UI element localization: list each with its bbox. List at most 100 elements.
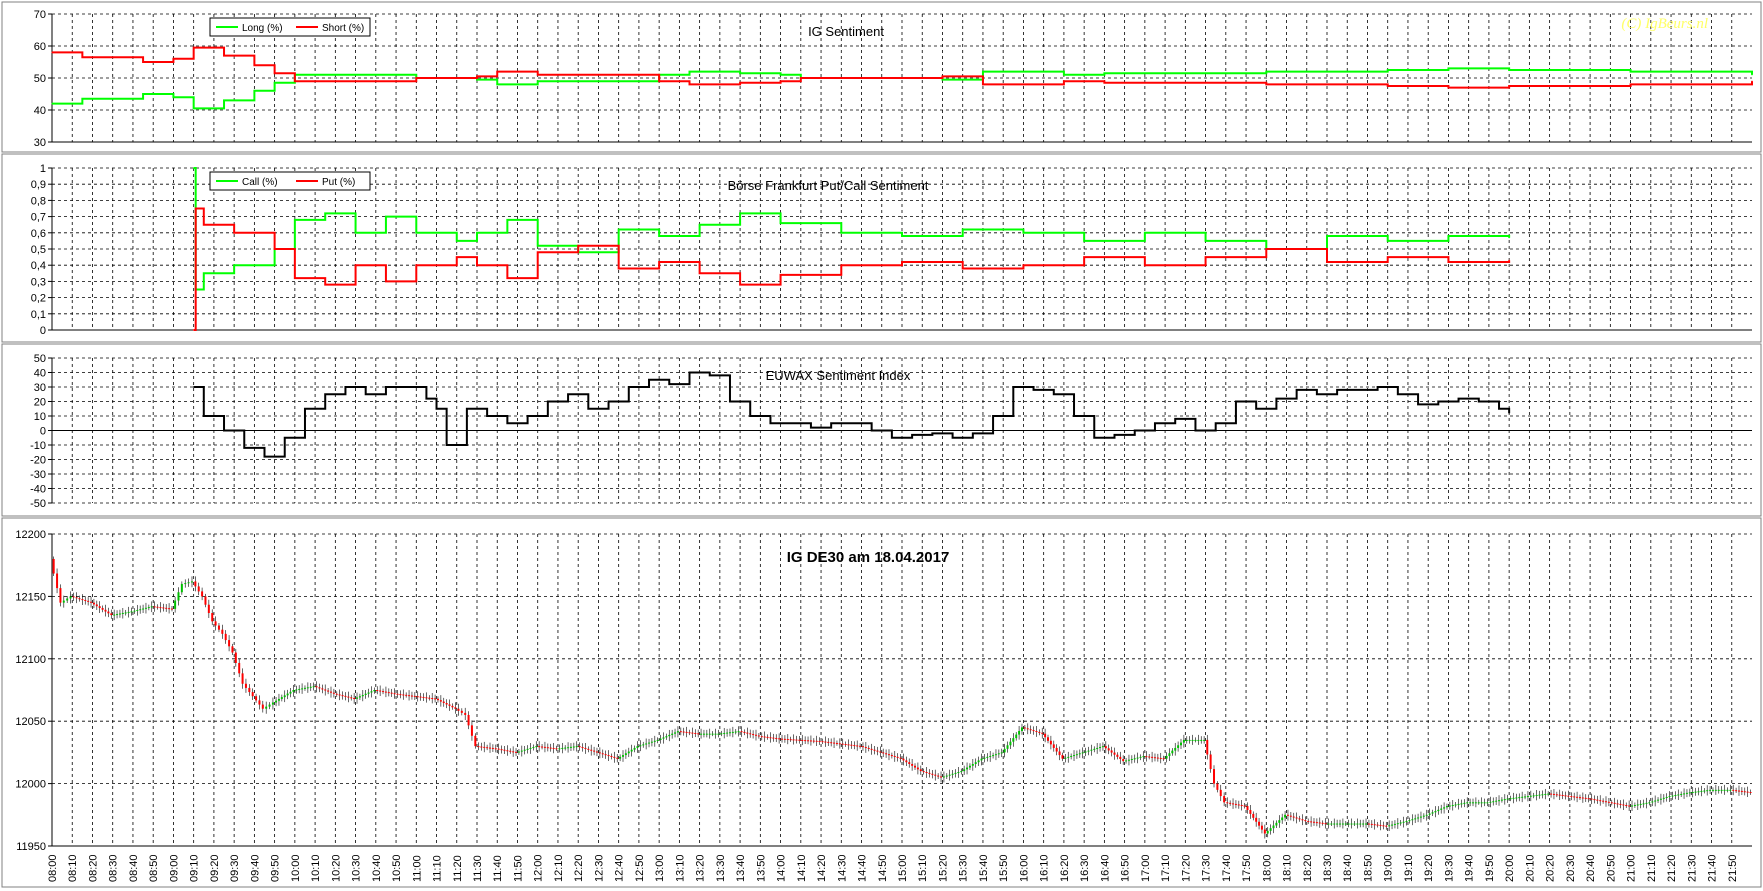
candle-body [1694, 791, 1697, 793]
candle-body [318, 687, 321, 689]
candle-body [306, 687, 309, 689]
data-point [415, 232, 417, 234]
candle-body [214, 621, 217, 626]
candle-body [1101, 746, 1104, 748]
candle-body [1321, 822, 1324, 824]
candle-body [1191, 739, 1194, 741]
data-point [840, 77, 842, 79]
data-point [810, 427, 812, 429]
data-point [1144, 82, 1146, 84]
x-tick-label: 11:40 [492, 855, 504, 882]
candle-body [561, 747, 564, 749]
x-tick-label: 19:10 [1403, 854, 1415, 882]
candle-body [665, 736, 668, 738]
y-tick-label: 60 [34, 41, 46, 53]
data-point [891, 437, 893, 439]
data-point [1387, 85, 1389, 87]
candle-body [1362, 823, 1365, 825]
candle-body [532, 747, 535, 749]
candle-body [142, 608, 145, 610]
data-point [1154, 422, 1156, 424]
candle-body [1194, 739, 1197, 741]
data-point [172, 58, 175, 60]
data-point [1134, 429, 1136, 432]
candle-body [1307, 821, 1310, 823]
candle-body [144, 607, 147, 609]
candle-body [783, 738, 786, 740]
candle-body [62, 600, 65, 603]
candle-body [1680, 793, 1683, 795]
candle-body [934, 774, 937, 776]
data-point [779, 74, 782, 76]
candle-body [255, 696, 258, 701]
candle-body [691, 732, 694, 734]
candle-body [483, 746, 486, 748]
data-point [435, 408, 438, 410]
data-point [850, 422, 853, 424]
candle-body [1393, 823, 1396, 825]
candle-body [1012, 738, 1015, 742]
data-point [1296, 389, 1298, 391]
candle-body [552, 747, 555, 749]
x-tick-label: 10:40 [371, 854, 383, 882]
data-point [982, 83, 984, 85]
candle-body [1391, 824, 1394, 826]
legend: Long (%) Short (%) [209, 17, 371, 37]
data-point [193, 107, 195, 109]
candle-body [1593, 799, 1596, 801]
data-point [951, 437, 954, 439]
candle-body [1544, 793, 1547, 795]
data-point [1103, 72, 1105, 74]
candle-body [1286, 814, 1289, 816]
candle-body [1052, 744, 1055, 748]
candle-body [1610, 802, 1613, 804]
candle-body [879, 751, 882, 753]
candle-body [1483, 802, 1486, 804]
x-tick-label: 16:00 [1018, 854, 1030, 882]
data-point [1093, 437, 1095, 439]
data-point [779, 274, 782, 276]
data-point [385, 216, 387, 218]
candle-body [535, 746, 538, 748]
x-tick-label: 17:00 [1140, 854, 1152, 882]
candle-body [676, 731, 679, 733]
x-tick-label: 16:40 [1099, 854, 1111, 882]
data-point [324, 393, 326, 395]
candle-body [1561, 795, 1564, 797]
candle-body [153, 606, 156, 608]
candle-body [1402, 821, 1405, 823]
candle-body [1654, 800, 1657, 802]
candle-body [1385, 825, 1388, 827]
candle-body [1136, 757, 1139, 759]
candle-body [84, 599, 87, 601]
data-point [1447, 235, 1450, 237]
data-point [962, 267, 964, 270]
candle-body [1249, 809, 1252, 814]
candle-body [705, 733, 708, 735]
data-point [456, 256, 458, 258]
candle-body [1581, 797, 1584, 799]
candle-body [1301, 819, 1304, 821]
candle-body [1688, 792, 1691, 794]
data-point [496, 71, 498, 73]
data-point [1174, 418, 1176, 420]
candle-body [1070, 755, 1073, 757]
candle-body [945, 775, 948, 777]
candle-body [697, 733, 700, 735]
candle-body [1405, 821, 1408, 823]
candle-body [376, 690, 379, 691]
data-point [547, 400, 549, 403]
candle-body [197, 586, 200, 592]
candle-body [1289, 815, 1292, 817]
data-point [193, 386, 195, 388]
candle-body [1275, 822, 1278, 826]
candle-body [951, 773, 954, 775]
candle-body [743, 731, 746, 733]
x-tick-label: 12:10 [553, 854, 565, 882]
candle-body [1703, 790, 1706, 792]
x-tick-label: 18:40 [1342, 854, 1354, 882]
x-tick-label: 09:00 [168, 854, 180, 882]
data-point [193, 47, 195, 49]
data-point [587, 408, 589, 410]
data-point [840, 264, 842, 266]
